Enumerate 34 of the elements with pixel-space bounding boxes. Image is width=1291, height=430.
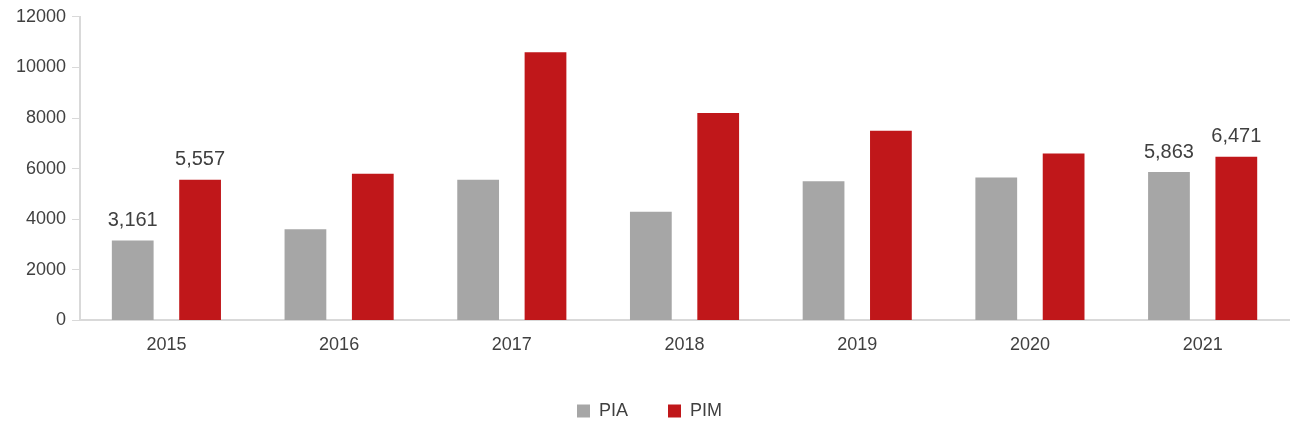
bar — [1215, 156, 1258, 320]
y-tick-label: 2000 — [26, 258, 67, 279]
bar — [179, 179, 221, 320]
bar — [284, 229, 327, 320]
x-tick-label: 2015 — [146, 334, 187, 355]
data-label: 5,557 — [175, 147, 226, 170]
x-tick-label: 2020 — [1009, 334, 1050, 355]
y-tick-label: 4000 — [26, 208, 67, 229]
bar — [457, 179, 500, 320]
y-tick-label: 8000 — [26, 106, 67, 127]
y-tick-label: 0 — [56, 309, 67, 330]
data-label: 6,471 — [1211, 124, 1262, 147]
bar — [870, 130, 912, 320]
y-tick-label: 12000 — [15, 5, 67, 26]
bar — [802, 181, 845, 320]
data-label: 5,863 — [1143, 139, 1194, 162]
bar — [1148, 172, 1190, 320]
bar — [697, 112, 740, 320]
bar — [351, 173, 394, 320]
bar — [1042, 153, 1085, 320]
y-tick-label: 6000 — [26, 157, 67, 178]
x-tick-label: 2017 — [491, 334, 532, 355]
bar — [975, 177, 1018, 320]
x-tick-label: 2019 — [837, 334, 878, 355]
x-tick-label: 2018 — [664, 334, 705, 355]
x-tick-label: 2021 — [1182, 334, 1223, 355]
bar — [111, 240, 154, 320]
bar — [524, 52, 567, 320]
bar — [629, 211, 672, 320]
x-tick-label: 2016 — [319, 334, 360, 355]
legend-label: PIA — [598, 399, 629, 420]
y-tick-label: 10000 — [15, 56, 67, 77]
legend-label: PIM — [690, 399, 723, 420]
data-label: 3,161 — [107, 207, 158, 230]
